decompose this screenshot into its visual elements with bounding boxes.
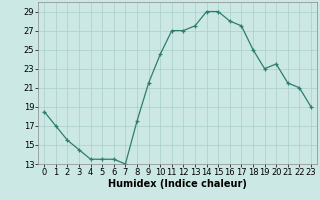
X-axis label: Humidex (Indice chaleur): Humidex (Indice chaleur) (108, 179, 247, 189)
